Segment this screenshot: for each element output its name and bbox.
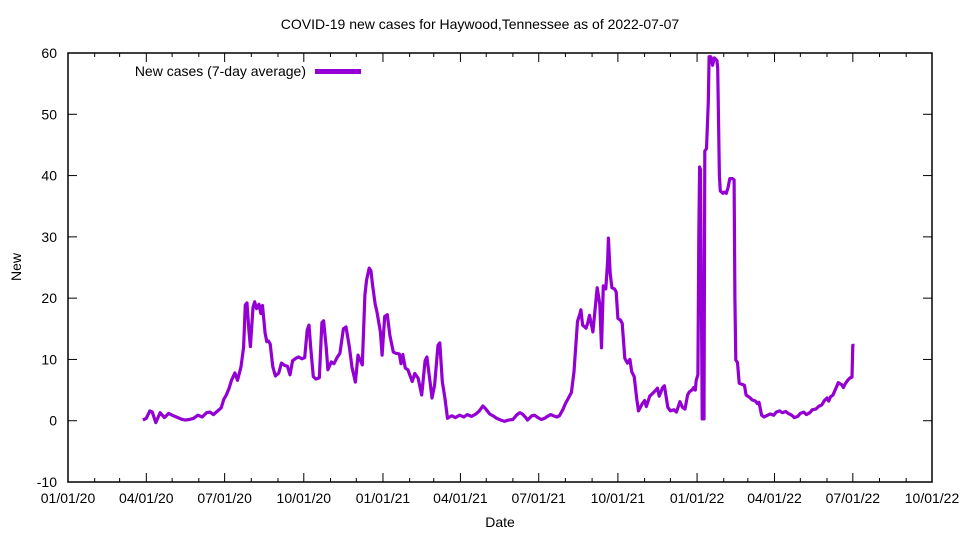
y-tick-label: -10	[37, 474, 57, 490]
y-axis-label: New	[8, 253, 24, 282]
x-tick-label: 01/01/21	[356, 490, 411, 506]
y-tick-label: 10	[41, 351, 57, 367]
y-tick-label: 20	[41, 290, 57, 306]
new-cases-line	[142, 55, 855, 425]
x-tick-label: 07/01/21	[511, 490, 566, 506]
legend-series-label: New cases (7-day average)	[134, 63, 306, 79]
x-axis-label: Date	[485, 514, 515, 530]
x-tick-label: 01/01/20	[41, 490, 96, 506]
x-tick-label: 01/01/22	[670, 490, 725, 506]
plot-border	[67, 52, 933, 483]
x-tick-label: 04/01/22	[747, 490, 802, 506]
x-tick-label: 07/01/22	[826, 490, 881, 506]
chart-title: COVID-19 new cases for Haywood,Tennessee…	[280, 16, 680, 32]
y-tick-label: 0	[49, 413, 57, 429]
y-tick-label: 60	[41, 45, 57, 61]
x-tick-label: 10/01/20	[277, 490, 332, 506]
x-tick-label: 04/01/20	[119, 490, 174, 506]
y-tick-label: 40	[41, 168, 57, 184]
legend-line-swatch	[315, 68, 361, 74]
legend: New cases (7-day average)	[78, 62, 361, 80]
x-tick-label: 07/01/20	[197, 490, 252, 506]
y-tick-label: 50	[41, 106, 57, 122]
x-tick-label: 04/01/21	[433, 490, 488, 506]
x-tick-label: 10/01/22	[905, 490, 960, 506]
y-tick-label: 30	[41, 229, 57, 245]
x-tick-label: 10/01/21	[591, 490, 646, 506]
